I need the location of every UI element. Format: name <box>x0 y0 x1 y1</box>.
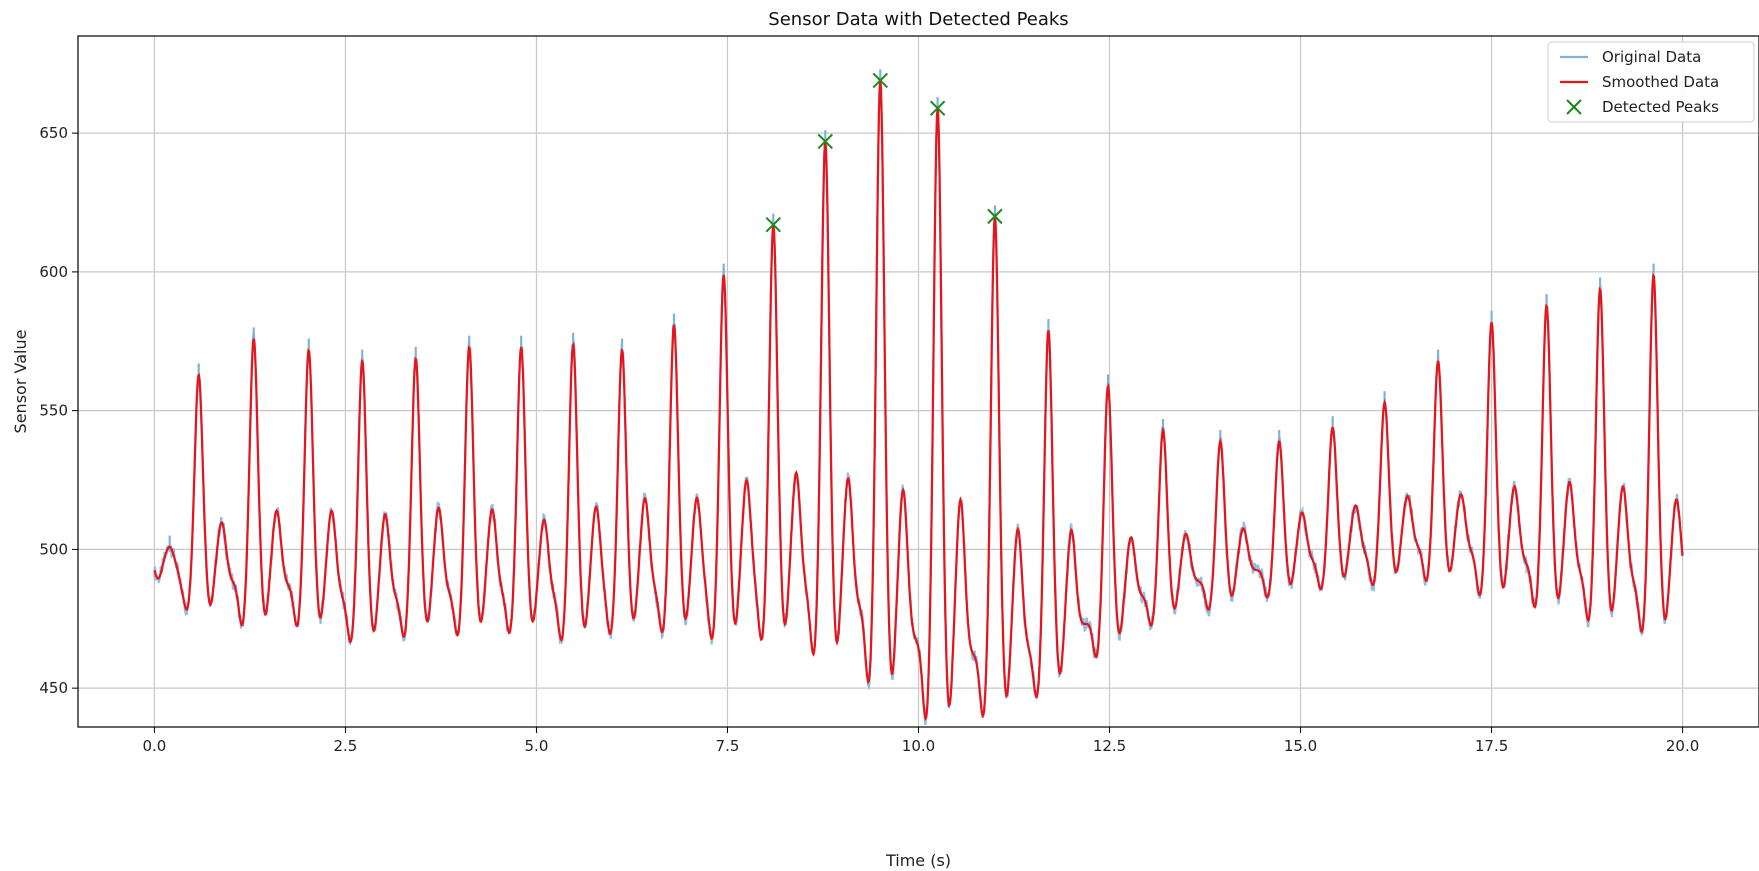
detected-peak-marker <box>817 133 833 150</box>
y-tick-label: 500 <box>39 540 68 558</box>
x-axis: 0.0 2.5 5.0 7.5 10.0 12.5 15.0 17.5 20.0 <box>142 727 1699 755</box>
detected-peak-marker <box>872 72 889 89</box>
legend-swatch <box>1566 99 1582 115</box>
legend-label: Detected Peaks <box>1602 98 1719 116</box>
x-tick-label: 10.0 <box>902 737 935 755</box>
x-tick-label: 12.5 <box>1093 737 1126 755</box>
series-smoothed-data <box>153 80 1684 721</box>
detected-peak-marker <box>987 208 1003 225</box>
y-axis-label: Sensor Value <box>11 330 30 434</box>
y-tick-label: 650 <box>39 124 68 142</box>
grid <box>78 36 1759 727</box>
legend-label: Smoothed Data <box>1602 73 1719 91</box>
plot-area <box>153 69 1684 726</box>
legend-label: Original Data <box>1602 48 1701 66</box>
x-tick-label: 15.0 <box>1284 737 1317 755</box>
x-tick-label: 17.5 <box>1475 737 1508 755</box>
x-tick-label: 20.0 <box>1666 737 1699 755</box>
chart-title: Sensor Data with Detected Peaks <box>768 9 1068 30</box>
x-tick-label: 5.0 <box>525 737 549 755</box>
y-tick-label: 550 <box>39 402 68 420</box>
y-tick-label: 450 <box>39 679 68 697</box>
detected-peak-marker <box>929 100 946 116</box>
legend-item: Detected Peaks <box>1566 98 1719 116</box>
legend-item: Original Data <box>1560 48 1701 66</box>
x-tick-label: 2.5 <box>334 737 358 755</box>
detected-peak-marker <box>765 216 782 233</box>
y-axis: 450 500 550 600 650 <box>39 124 78 697</box>
x-tick-label: 0.0 <box>142 737 166 755</box>
x-tick-label: 7.5 <box>716 737 740 755</box>
y-tick-label: 600 <box>39 263 68 281</box>
legend-box <box>1547 41 1755 123</box>
x-axis-label: Time (s) <box>885 851 951 870</box>
legend-item: Smoothed Data <box>1560 73 1719 91</box>
legend: Original Data Smoothed Data Detected Peaks <box>1547 41 1755 123</box>
